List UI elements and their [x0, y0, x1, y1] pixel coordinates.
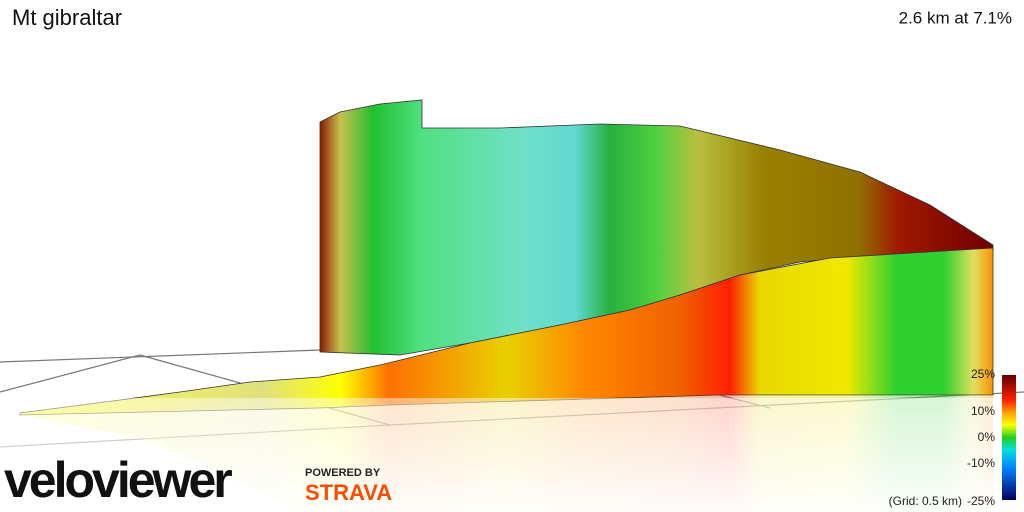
stats: 2.6 km at 7.1%: [899, 8, 1012, 27]
legend-label: -25%: [967, 494, 995, 508]
gradient-scale: [1002, 375, 1016, 500]
legend-label: -10%: [967, 456, 995, 470]
powered-by: POWERED BY: [305, 467, 381, 479]
legend-label: 25%: [971, 367, 995, 381]
legend-label: 10%: [971, 404, 995, 418]
legend-label: 0%: [978, 430, 996, 444]
logo: veloviewer: [4, 452, 232, 508]
grid-note: (Grid: 0.5 km): [889, 494, 962, 508]
reflection-fade: [0, 398, 1000, 512]
title: Mt gibraltar: [12, 5, 122, 30]
partner-logo: STRAVA: [305, 480, 392, 505]
